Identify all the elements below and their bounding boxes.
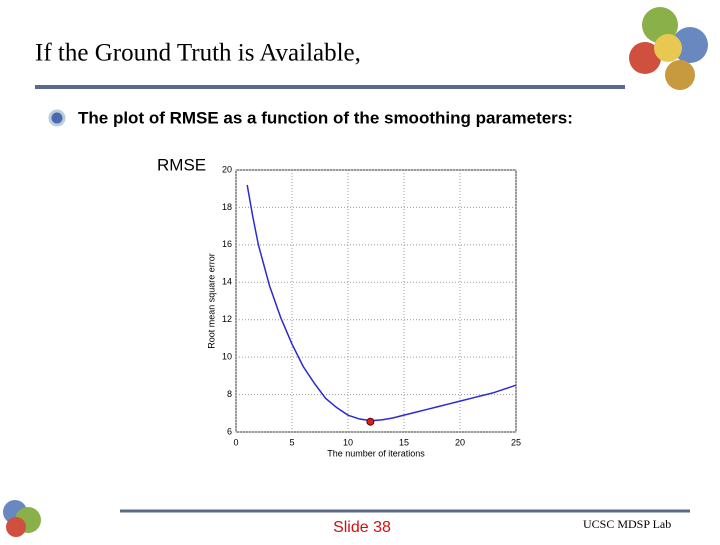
x-axis-label: The number of iterations [327, 448, 425, 458]
y-axis-label: Root mean square error [206, 253, 216, 349]
footer-logo [3, 500, 41, 537]
plot-area [235, 169, 517, 433]
x-tick-label: 0 [233, 437, 238, 447]
chart: 0 5 10 15 20 25 6 8 10 12 14 16 18 20 The number of it… [206, 164, 521, 458]
y-tick-label: 20 [222, 164, 232, 174]
y-tick-label: 16 [222, 239, 232, 249]
x-tick-label: 15 [399, 437, 409, 447]
x-tick-label: 10 [343, 437, 353, 447]
side-label: RMSE [157, 155, 206, 174]
x-tick-label: 20 [455, 437, 465, 447]
line-series [246, 184, 517, 422]
lab-name: UCSC MDSP Lab [583, 517, 671, 531]
slide-number: Slide 38 [333, 519, 391, 536]
x-tick-label: 5 [289, 437, 294, 447]
y-tick-label: 14 [222, 277, 232, 287]
y-tick-label: 10 [222, 352, 232, 362]
bullet-icon [48, 109, 66, 127]
y-tick-label: 6 [227, 426, 232, 436]
y-tick-label: 8 [227, 389, 232, 399]
x-tick-label: 25 [511, 437, 521, 447]
y-tick-label: 12 [222, 314, 232, 324]
bullet-text: The plot of RMSE as a function of the sm… [78, 108, 573, 127]
logo [629, 7, 708, 90]
slide-title: If the Ground Truth is Available, [35, 40, 361, 67]
y-tick-label: 18 [222, 202, 232, 212]
minimum-marker [366, 417, 375, 426]
